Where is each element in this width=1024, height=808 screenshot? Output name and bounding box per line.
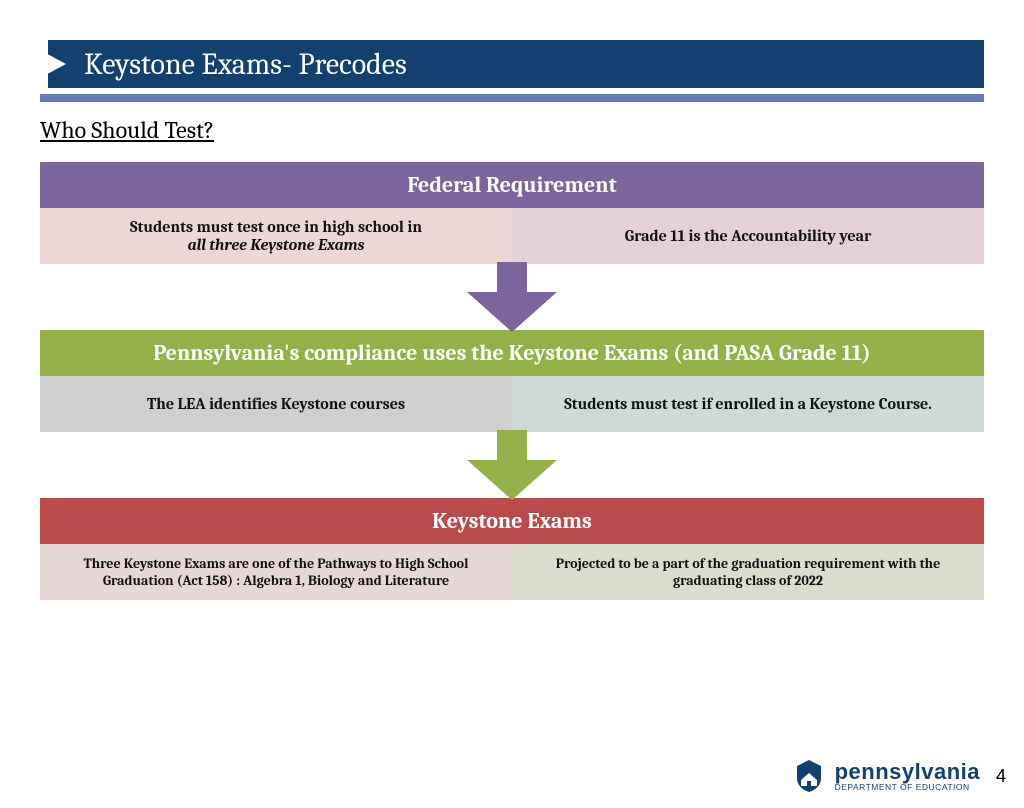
cell: Students must test once in high school i…	[40, 208, 512, 264]
arrow-down-icon	[40, 262, 984, 332]
page-number: 4	[996, 766, 1006, 787]
title-bar: Keystone Exams- Precodes	[40, 40, 984, 88]
keystone-shield-icon	[791, 758, 827, 794]
cell-text: Students must test once in high school i…	[130, 218, 422, 236]
cell: Grade 11 is the Accountability year	[512, 208, 984, 264]
section-body: The LEA identifies Keystone courses Stud…	[40, 376, 984, 432]
section-pennsylvania: Pennsylvania's compliance uses the Keyst…	[40, 330, 984, 432]
section-body: Students must test once in high school i…	[40, 208, 984, 264]
cell: Three Keystone Exams are one of the Path…	[40, 544, 512, 600]
cell: Students must test if enrolled in a Keys…	[512, 376, 984, 432]
arrow-down-icon	[40, 430, 984, 500]
cell: Projected to be a part of the graduation…	[512, 544, 984, 600]
section-header: Pennsylvania's compliance uses the Keyst…	[40, 330, 984, 376]
section-header: Keystone Exams	[40, 498, 984, 544]
page-title: Keystone Exams- Precodes	[84, 47, 407, 82]
logo-brand: pennsylvania	[835, 761, 980, 783]
footer: pennsylvania DEPARTMENT OF EDUCATION 4	[791, 758, 1006, 794]
logo-dept: DEPARTMENT OF EDUCATION	[835, 783, 980, 792]
logo: pennsylvania DEPARTMENT OF EDUCATION	[791, 758, 980, 794]
logo-text: pennsylvania DEPARTMENT OF EDUCATION	[835, 761, 980, 792]
cell-text-italic: all three Keystone Exams	[188, 236, 365, 254]
section-body: Three Keystone Exams are one of the Path…	[40, 544, 984, 600]
cell-text: Projected to be a part of the graduation…	[526, 555, 970, 589]
section-header: Federal Requirement	[40, 162, 984, 208]
cell: The LEA identifies Keystone courses	[40, 376, 512, 432]
title-underline	[40, 94, 984, 102]
cell-text: Three Keystone Exams are one of the Path…	[54, 555, 498, 589]
subtitle: Who Should Test?	[40, 116, 984, 144]
cell-text: Students must test if enrolled in a Keys…	[564, 395, 932, 413]
section-keystone: Keystone Exams Three Keystone Exams are …	[40, 498, 984, 600]
flow-content: Federal Requirement Students must test o…	[40, 162, 984, 600]
title-arrow-icon	[40, 50, 66, 78]
section-federal: Federal Requirement Students must test o…	[40, 162, 984, 264]
cell-text: Grade 11 is the Accountability year	[625, 227, 871, 245]
cell-text: The LEA identifies Keystone courses	[147, 395, 405, 413]
